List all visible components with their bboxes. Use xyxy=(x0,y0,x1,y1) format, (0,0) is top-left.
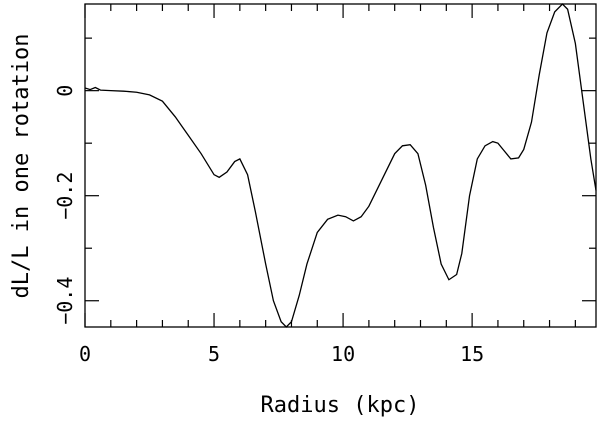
y-tick-label: 0 xyxy=(53,85,77,97)
axis-ticks xyxy=(84,4,596,327)
x-tick-label: 0 xyxy=(79,342,91,366)
y-tick-label: −0.2 xyxy=(53,172,77,220)
series-line xyxy=(84,3,597,328)
axis-tick-labels: 0 5 10 15 0 −0.2 −0.4 xyxy=(53,85,484,366)
x-tick-label: 10 xyxy=(331,342,355,366)
x-tick-label: 5 xyxy=(208,342,220,366)
plot-frame xyxy=(84,3,597,328)
y-tick-label: −0.4 xyxy=(53,277,77,325)
x-axis-label: Radius (kpc) xyxy=(261,393,420,418)
y-axis-label: dL/L in one rotation xyxy=(9,34,34,299)
x-tick-label: 15 xyxy=(460,342,484,366)
